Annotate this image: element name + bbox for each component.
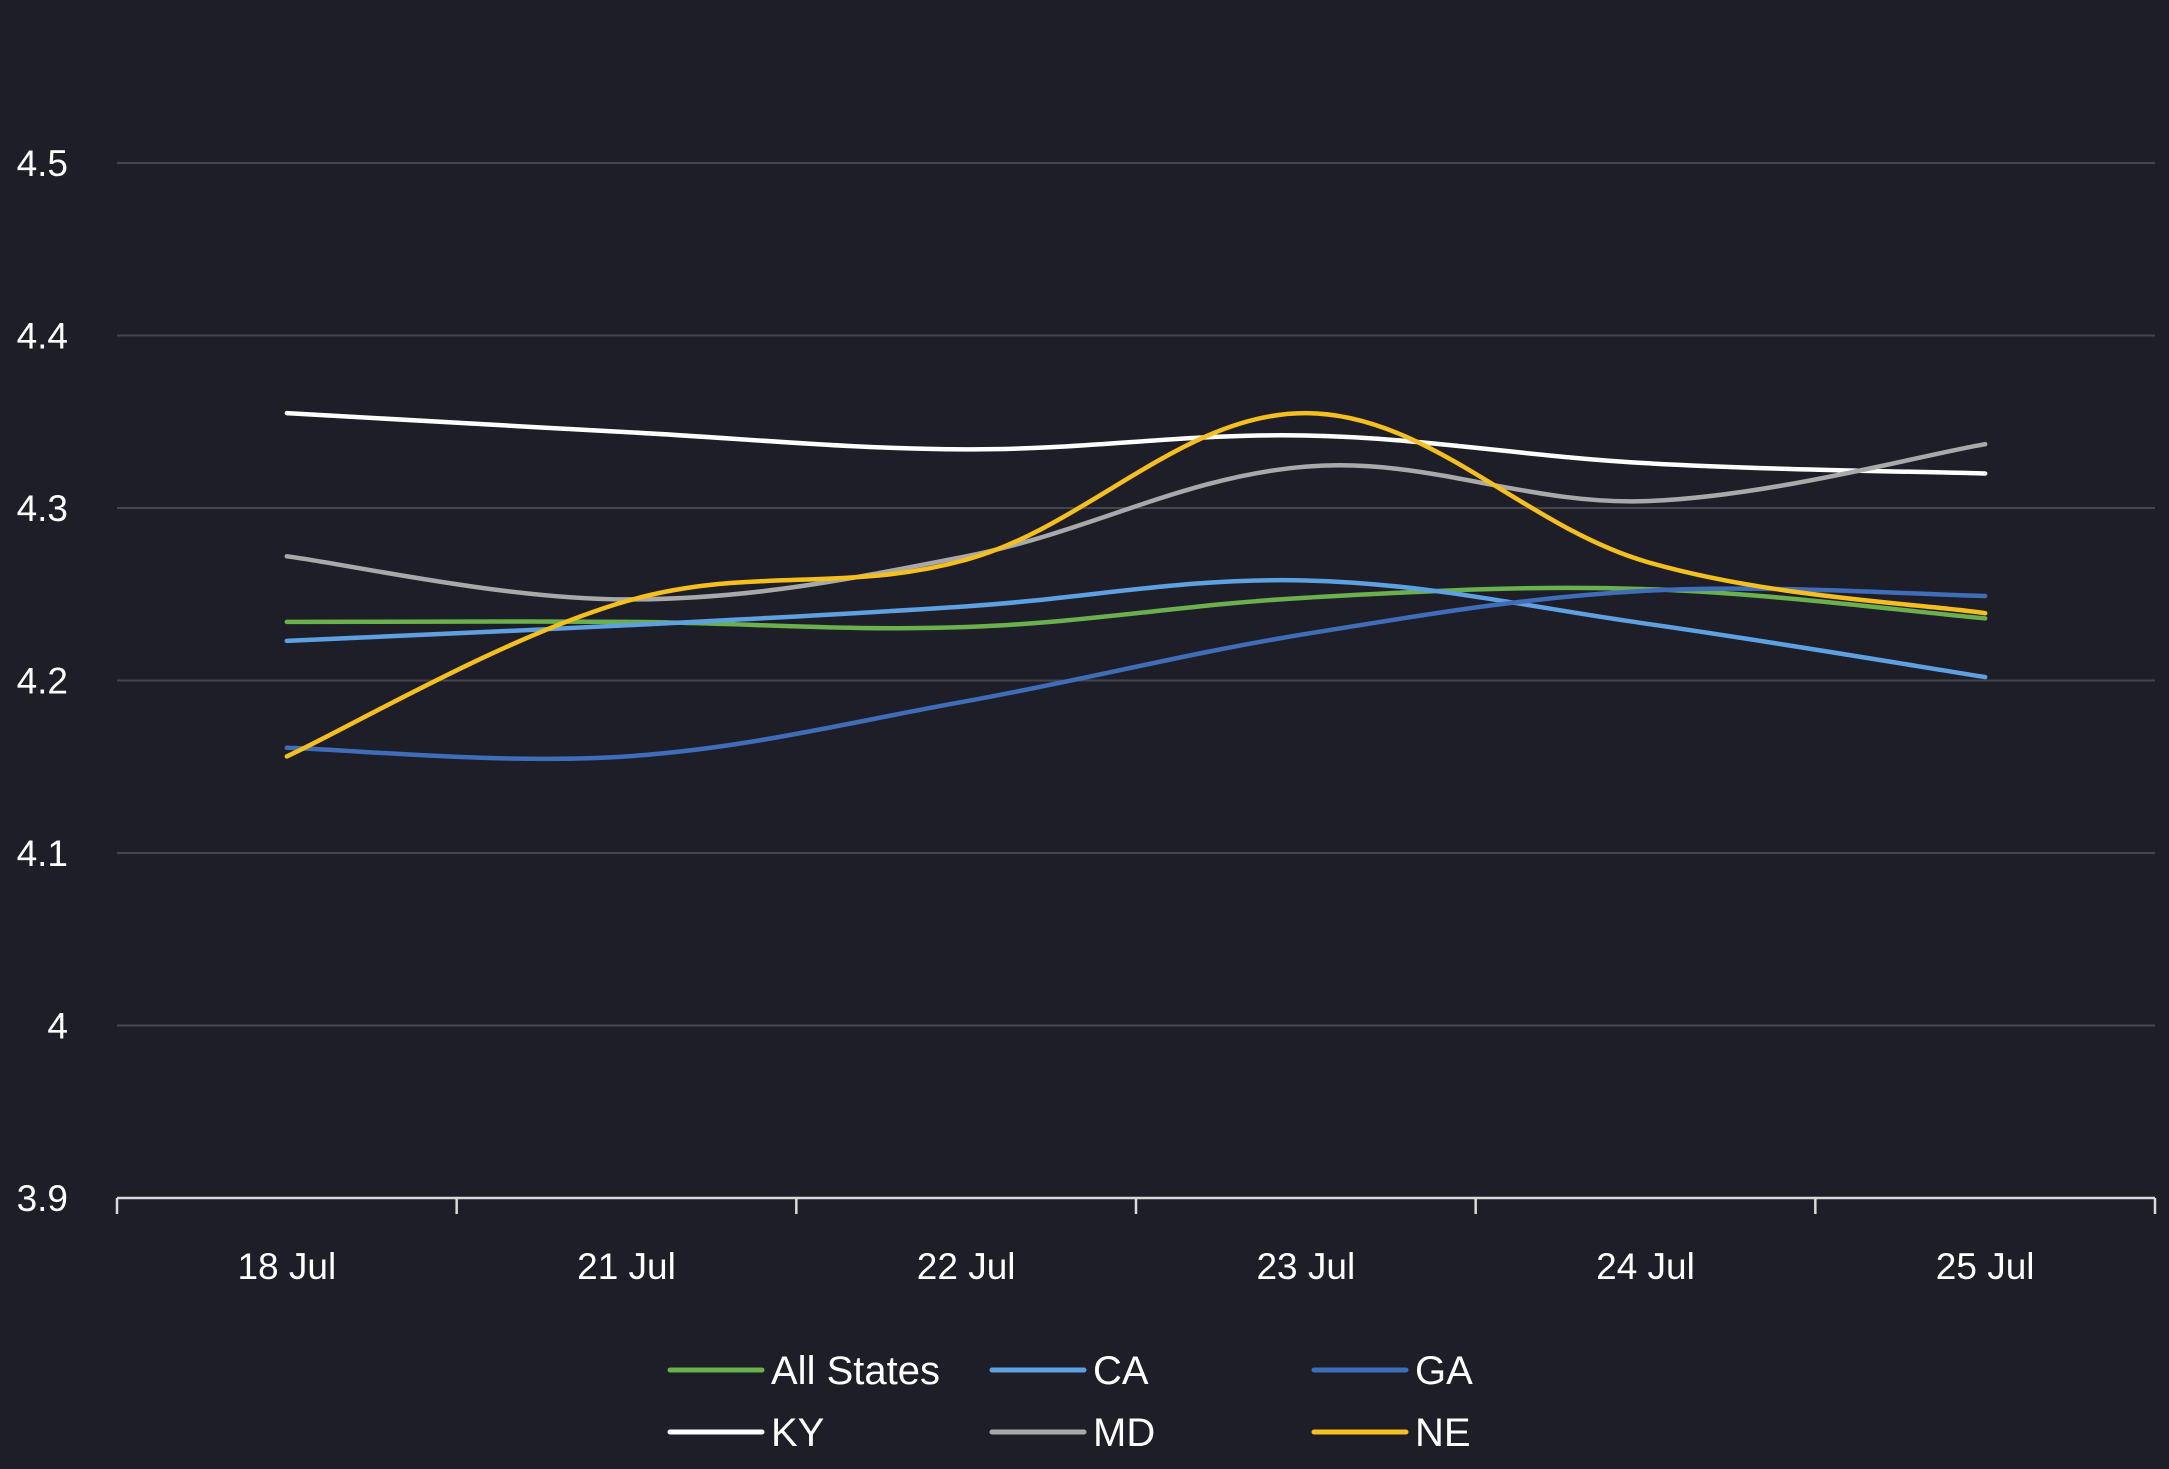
x-tick-label: 21 Jul (577, 1246, 676, 1287)
legend-label: MD (1093, 1411, 1155, 1455)
y-tick-label: 4.3 (17, 488, 68, 529)
series-line-md (284, 441, 1988, 602)
legend: All States CA GA KY MD NE (667, 1349, 1473, 1455)
series-line-ca (284, 577, 1988, 680)
x-tick-label: 18 Jul (237, 1246, 336, 1287)
y-tick-label: 4 (47, 1006, 68, 1047)
series-line-ne (284, 410, 1988, 759)
x-axis: 18 Jul 21 Jul 22 Jul 23 Jul 24 Jul 25 Jul (115, 1196, 2157, 1287)
y-tick-label: 4.4 (17, 316, 68, 357)
legend-label: GA (1415, 1349, 1473, 1393)
legend-item: NE (1311, 1411, 1471, 1455)
series-lines (284, 410, 1988, 762)
legend-item: CA (989, 1349, 1149, 1393)
gridlines (117, 162, 2155, 1027)
x-tick-label: 25 Jul (1936, 1246, 2035, 1287)
legend-item: KY (667, 1411, 824, 1455)
y-tick-label: 4.5 (17, 143, 68, 184)
series-line-ky (284, 410, 1988, 476)
y-tick-label: 4.2 (17, 661, 68, 702)
y-tick-label: 3.9 (17, 1178, 68, 1219)
legend-label: KY (771, 1411, 824, 1455)
legend-label: NE (1415, 1411, 1471, 1455)
y-tick-label: 4.1 (17, 833, 68, 874)
x-tick-label: 23 Jul (1256, 1246, 1355, 1287)
series-line-all-states (284, 585, 1988, 631)
legend-label: CA (1093, 1349, 1149, 1393)
x-tick-label: 22 Jul (917, 1246, 1016, 1287)
legend-label: All States (771, 1349, 940, 1393)
series-line-ga (284, 586, 1988, 762)
x-tick-label: 24 Jul (1596, 1246, 1695, 1287)
y-axis: 3.9 4 4.1 4.2 4.3 4.4 4.5 (17, 143, 68, 1219)
legend-item: All States (667, 1349, 940, 1393)
legend-item: MD (989, 1411, 1155, 1455)
legend-item: GA (1311, 1349, 1473, 1393)
